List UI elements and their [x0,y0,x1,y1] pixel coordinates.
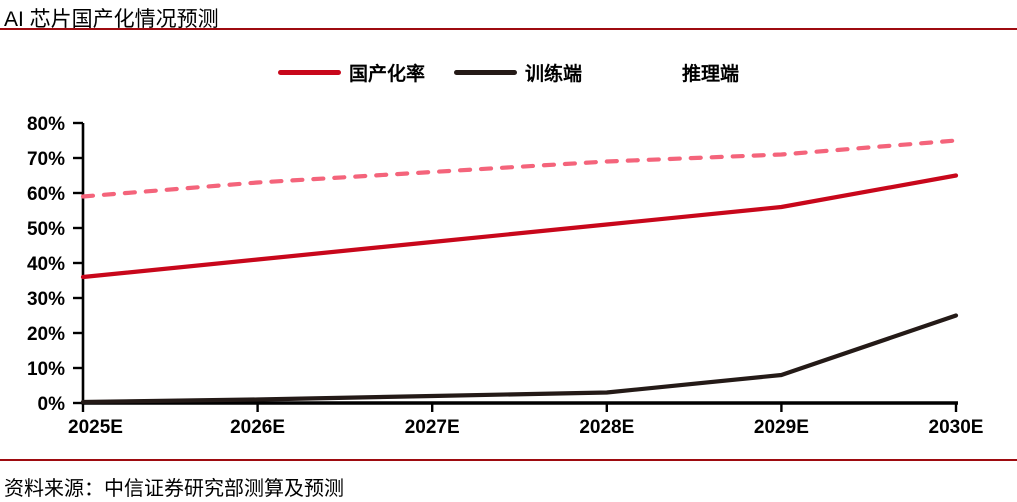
footer-rule [0,459,1017,461]
y-axis-label: 60% [27,184,65,205]
legend-item: 训练端 [453,59,582,86]
source-note: 资料来源：中信证券研究部测算及预测 [4,478,344,500]
y-axis-label: 80% [27,114,65,135]
legend-swatch-line [453,69,517,75]
legend-swatch-dashed-line [611,70,674,75]
x-axis-label: 2029E [754,417,809,438]
y-axis-label: 40% [27,254,65,275]
title-rule [0,28,1017,30]
legend-swatch-line [277,69,341,75]
legend-label: 推理端 [682,63,740,85]
series-line-solid [80,173,959,280]
x-axis-label: 2028E [579,417,634,438]
series-line-dashed [80,138,959,199]
x-axis-label: 2026E [230,417,285,438]
x-axis-label: 2030E [929,417,984,438]
x-axis-label: 2027E [405,417,460,438]
y-axis-label: 20% [27,324,65,345]
y-axis-label: 70% [27,149,65,170]
legend-label: 训练端 [524,63,582,85]
x-axis-label: 2025E [68,417,123,438]
line-chart: 0% 10% 20% 30% 40% 50% 60% 70% 80% 2025E 2026E 2027… [27,114,984,438]
legend-item: 推理端 [611,59,739,86]
chart-legend: 国产化率 训练端 推理端 [0,58,1017,86]
y-axis-label: 50% [27,219,65,240]
y-axis-label: 0% [38,394,66,415]
y-axis-label: 30% [27,289,65,310]
y-axis-label: 10% [27,359,65,380]
legend-label: 国产化率 [348,63,425,85]
legend-item: 国产化率 [277,59,425,86]
figure-title: AI 芯片国产化情况预测 [4,8,219,31]
series-line-solid [80,313,959,405]
